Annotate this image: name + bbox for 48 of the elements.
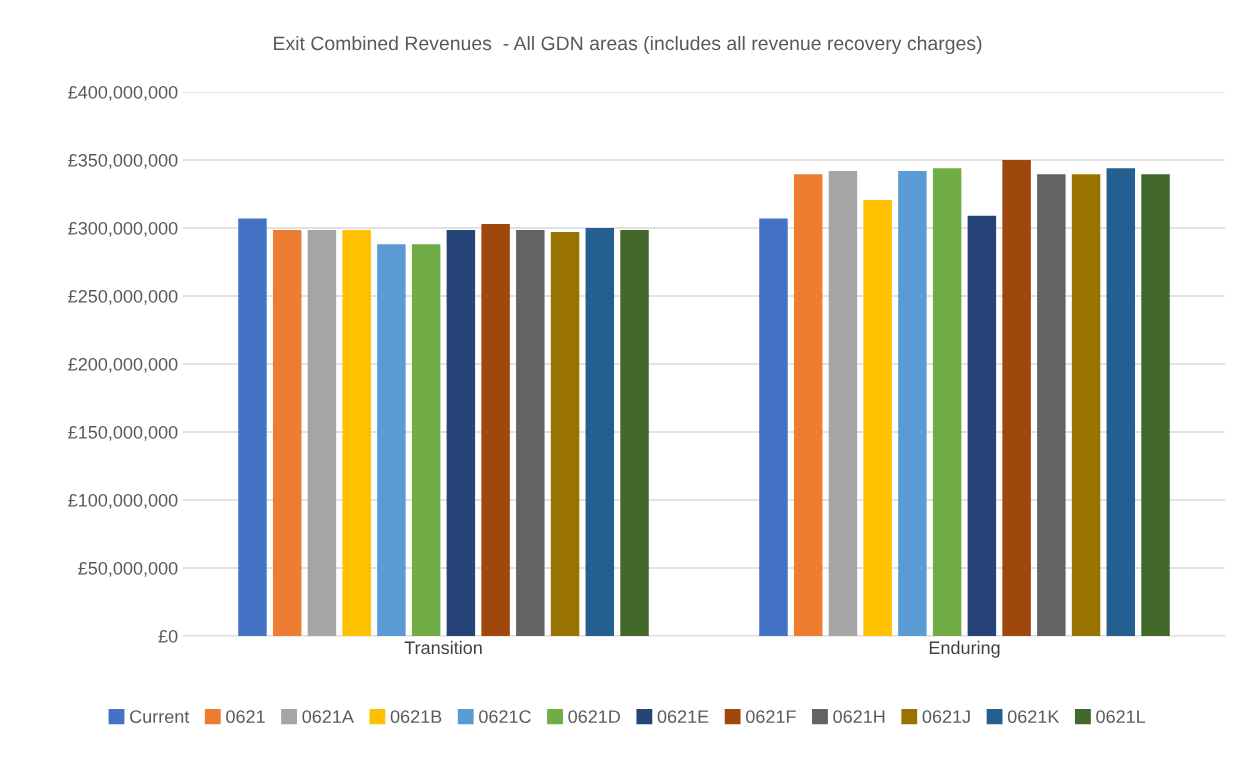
y-tick-label: £250,000,000 xyxy=(68,289,178,305)
bar xyxy=(1071,174,1101,636)
y-tick-label: £100,000,000 xyxy=(68,493,178,509)
x-tick-label: Transition xyxy=(404,640,482,655)
x-tick-label: Enduring xyxy=(929,640,1000,658)
legend-label: 0621C xyxy=(479,710,531,724)
legend-label: 0621K xyxy=(1007,710,1060,724)
legend-label: 0621L xyxy=(1096,710,1146,724)
y-tick-label: £300,000,000 xyxy=(68,221,178,237)
legend-label: 0621F xyxy=(746,710,796,724)
bar xyxy=(863,200,892,636)
bar xyxy=(377,244,406,636)
y-tick-label: £0 xyxy=(158,629,178,643)
bar xyxy=(446,230,476,636)
bar xyxy=(1037,174,1066,636)
legend-label: 0621A xyxy=(302,710,354,724)
bar xyxy=(307,230,337,636)
bar xyxy=(898,170,927,636)
legend-label: 0621 xyxy=(226,710,265,724)
bar xyxy=(967,215,997,636)
legend-label: 0621B xyxy=(390,710,442,724)
bar xyxy=(481,223,510,636)
bar xyxy=(411,244,441,636)
y-tick-label: £50,000,000 xyxy=(78,561,178,577)
bar xyxy=(828,170,858,636)
bar xyxy=(272,230,302,636)
bar xyxy=(550,232,580,636)
bar xyxy=(793,174,823,636)
y-tick-label: £150,000,000 xyxy=(68,425,178,441)
bar xyxy=(620,230,649,636)
y-tick-label: £350,000,000 xyxy=(68,153,178,169)
bar xyxy=(759,218,788,636)
bar xyxy=(1002,160,1031,636)
chart-title: Exit Combined Revenues - All GDN areas (includes all revenue recovery charges) xyxy=(274,35,982,55)
legend-label: Current xyxy=(130,710,190,724)
legend-label: 0621J xyxy=(922,710,970,724)
y-tick-label: £400,000,000 xyxy=(68,85,178,101)
y-tick-label: £200,000,000 xyxy=(68,357,178,373)
bar xyxy=(1106,168,1136,636)
legend-label: 0621H xyxy=(833,710,885,724)
bar xyxy=(1141,174,1170,636)
legend-label: 0621E xyxy=(657,710,709,724)
legend-label: 0621D xyxy=(568,710,621,724)
bar xyxy=(585,228,615,636)
bar xyxy=(932,168,962,636)
bar xyxy=(238,218,267,636)
bar xyxy=(342,230,371,636)
bar xyxy=(516,230,545,636)
